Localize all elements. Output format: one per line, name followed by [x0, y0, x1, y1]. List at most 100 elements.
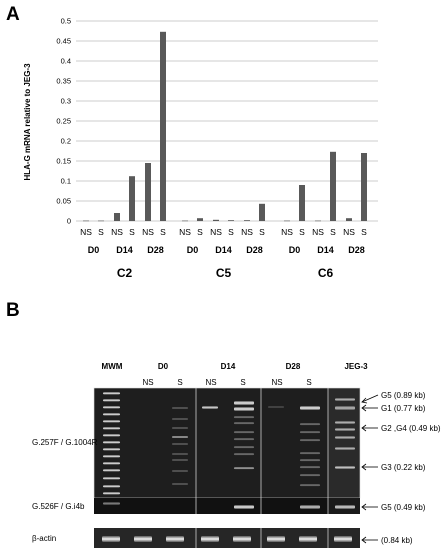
day-label: D0 — [187, 245, 199, 255]
gel-band — [103, 420, 120, 423]
x-category-label: NS — [312, 227, 324, 237]
gel-band — [103, 455, 120, 458]
y-tick-label: 0.15 — [56, 157, 71, 166]
gel-panel-1 — [93, 387, 361, 499]
lane-header-mwm: MWM — [102, 362, 123, 371]
gel-band — [103, 441, 120, 444]
x-category-label: S — [299, 227, 305, 237]
gel-band — [234, 422, 254, 425]
x-category-label: S — [160, 227, 166, 237]
bar — [315, 220, 321, 222]
bar — [213, 219, 219, 221]
gel-band — [300, 474, 320, 477]
day-label: D28 — [246, 245, 263, 255]
gel-band — [103, 469, 120, 472]
day-label: D14 — [215, 245, 232, 255]
gel-band — [335, 406, 355, 410]
x-category-label: NS — [179, 227, 191, 237]
gel-band — [234, 453, 254, 456]
bar — [182, 220, 188, 222]
bar — [83, 220, 89, 222]
gel-band — [300, 423, 320, 426]
band-label-g2-g4: G2 ,G4 (0.49 kb) — [381, 424, 441, 433]
bar — [299, 185, 305, 221]
y-tick-label: 0.45 — [56, 37, 71, 46]
x-category-label: S — [98, 227, 104, 237]
y-tick-label: 0.2 — [61, 137, 71, 146]
y-tick-label: 0.1 — [61, 177, 71, 186]
gel-band — [335, 466, 355, 469]
gel-band — [103, 427, 120, 430]
bar — [114, 213, 120, 221]
bar — [145, 163, 151, 221]
gel-band — [234, 505, 254, 509]
gel-band — [102, 536, 120, 542]
day-label: D14 — [317, 245, 334, 255]
gel-band — [103, 492, 120, 495]
gel-band — [103, 392, 120, 395]
gel-band — [300, 466, 320, 469]
bar — [129, 176, 135, 221]
gel-band — [172, 427, 188, 429]
gel-band — [103, 462, 120, 465]
lane-header-jeg3: JEG-3 — [344, 362, 368, 371]
gel-band — [103, 399, 120, 402]
day-label: D28 — [348, 245, 365, 255]
y-tick-label: 0.4 — [61, 57, 71, 66]
gel-band — [172, 443, 188, 445]
x-category-label: S — [259, 227, 265, 237]
bar — [98, 220, 104, 222]
x-category-label: S — [361, 227, 367, 237]
bar — [361, 153, 367, 221]
gel-band — [335, 436, 355, 439]
x-category-label: NS — [281, 227, 293, 237]
group-label: C5 — [216, 266, 232, 280]
gel-band — [234, 416, 254, 419]
bar — [197, 218, 203, 221]
gel-band — [172, 459, 188, 461]
x-category-label: NS — [210, 227, 222, 237]
gel-band — [166, 536, 184, 542]
sublane-d14-s: S — [240, 378, 245, 387]
gel-band — [202, 406, 218, 409]
x-category-label: NS — [142, 227, 154, 237]
sublane-d0-ns: NS — [142, 378, 153, 387]
day-label: D14 — [116, 245, 133, 255]
gel-band — [335, 428, 355, 431]
x-category-label: NS — [80, 227, 92, 237]
day-label: D0 — [289, 245, 301, 255]
gel-band — [234, 407, 254, 411]
row-label-beta-actin: β-actin — [32, 534, 56, 543]
y-tick-label: 0 — [67, 217, 71, 226]
bar — [160, 31, 166, 221]
panel-b-label: B — [6, 300, 20, 321]
gel-band — [103, 502, 120, 505]
sublane-d0-s: S — [177, 378, 182, 387]
gel-band — [267, 536, 285, 542]
gel-band — [233, 536, 251, 542]
gel-band — [234, 467, 254, 470]
sublane-d28-ns: NS — [271, 378, 282, 387]
gel-band — [234, 446, 254, 449]
bar — [244, 220, 250, 221]
gel-band — [172, 453, 188, 455]
day-label: D28 — [147, 245, 164, 255]
group-label: C2 — [117, 266, 133, 280]
gel-band — [103, 406, 120, 409]
x-category-label: S — [197, 227, 203, 237]
group-label: C6 — [318, 266, 334, 280]
bar — [330, 151, 336, 221]
y-tick-label: 0.3 — [61, 97, 71, 106]
gel-panel-2 — [94, 498, 360, 514]
band-label-g5-089: G5 (0.89 kb) — [381, 391, 426, 400]
gel-band — [300, 484, 320, 487]
row-label-primer-1: G.257F / G.1004R — [32, 438, 98, 447]
gel-band — [268, 406, 284, 408]
gel-band — [103, 434, 120, 437]
band-label-g3: G3 (0.22 kb) — [381, 463, 426, 472]
gel-band — [300, 406, 320, 410]
gel-band — [335, 505, 355, 509]
lane-header-d14: D14 — [221, 362, 236, 371]
hla-g-bar-chart: 0 0.05 0.1 0.15 0.2 0.25 0.3 0.35 0.4 0.45 0.5 NS S… — [23, 17, 378, 280]
gel-band — [300, 431, 320, 434]
